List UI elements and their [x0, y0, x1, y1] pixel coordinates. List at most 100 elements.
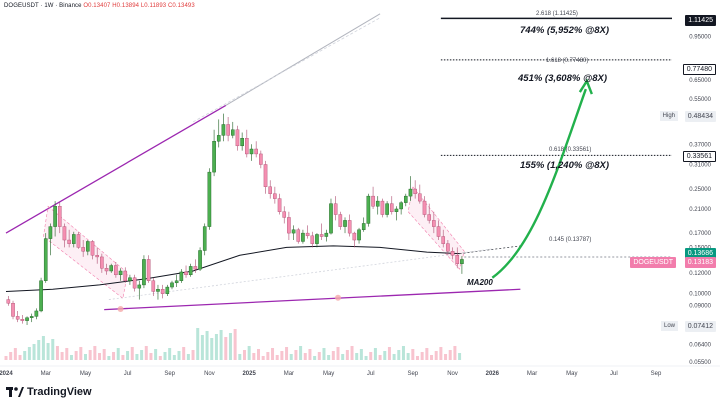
candle-body	[114, 265, 118, 276]
volume-bar	[116, 348, 120, 360]
volume-bar	[415, 356, 419, 360]
price-tag-0618: 0.33561	[682, 151, 716, 162]
candle-body	[128, 277, 132, 281]
candle-body	[282, 211, 287, 218]
volume-bar	[23, 351, 27, 360]
high-value-tag: 0.48434	[684, 111, 716, 122]
candle-body	[151, 280, 156, 292]
candle-body	[170, 282, 174, 288]
volume-bar	[9, 352, 13, 360]
candle-body	[324, 232, 329, 237]
volume-bar	[285, 347, 289, 360]
volume-bar	[102, 349, 106, 360]
volume-bar	[430, 355, 434, 360]
candle-body	[53, 206, 57, 227]
candle-body	[212, 141, 216, 173]
candle-body	[413, 188, 417, 194]
candle-body	[29, 316, 34, 318]
volume-bar	[200, 335, 204, 360]
volume-bar	[135, 354, 139, 360]
candle-body	[81, 247, 85, 252]
candle-body	[67, 239, 71, 244]
candle-body	[34, 310, 39, 317]
volume-bar	[378, 355, 382, 360]
volume-bar	[322, 348, 326, 360]
volume-bar	[247, 346, 251, 360]
volume-bar	[74, 351, 78, 360]
candle-body	[249, 148, 254, 155]
volume-bar	[331, 351, 335, 360]
fib-1618-label: 1.618 (0.77480)	[546, 58, 589, 64]
volume-bar	[359, 349, 363, 360]
volume-bar	[210, 338, 214, 360]
volume-bar	[458, 353, 462, 360]
candle-body	[230, 129, 235, 136]
volume-bar	[79, 347, 83, 360]
volume-bar	[266, 352, 270, 360]
candle-body	[100, 256, 104, 269]
x-tick-label: Mar	[41, 371, 51, 377]
candle-body	[104, 268, 109, 272]
candle-body	[450, 251, 455, 256]
fib-0145-label: 0.145 (0.13787)	[549, 237, 592, 243]
volume-bar	[401, 346, 405, 360]
candle-body	[273, 193, 277, 199]
candle-body	[118, 270, 123, 276]
y-tick-label: 0.55000	[689, 97, 711, 103]
y-tick-label: 0.09000	[689, 304, 711, 310]
candle-body	[287, 217, 291, 234]
y-tick-label: 0.95000	[689, 35, 711, 41]
candle-body	[455, 255, 460, 264]
median-trendline	[108, 248, 493, 300]
y-tick-label: 0.31000	[689, 162, 711, 168]
current-price-tag: 0.13183	[684, 257, 716, 268]
volume-bar	[224, 337, 228, 360]
volume-bar	[60, 352, 64, 360]
volume-bar	[69, 355, 73, 360]
candle-body	[268, 186, 272, 194]
candle-body	[446, 243, 450, 252]
x-tick-label: Sep	[407, 371, 418, 377]
ohlc-values: O0.13407 H0.13894 L0.11893 C0.13493	[83, 3, 195, 9]
candle-body	[95, 255, 99, 258]
support-touch-point	[117, 305, 124, 312]
x-tick-label: Nov	[447, 371, 458, 377]
candle-body	[226, 124, 230, 136]
candle-body	[57, 206, 62, 227]
volume-bar	[37, 340, 41, 360]
candle-body	[165, 286, 170, 294]
volume-bar	[83, 354, 87, 360]
candle-body	[319, 234, 324, 237]
y-tick-label: 0.05500	[689, 360, 711, 366]
candle-body	[62, 226, 67, 241]
candle-body	[15, 316, 20, 320]
candle-body	[188, 266, 193, 276]
volume-bar	[18, 355, 22, 360]
y-tick-label: 0.65000	[689, 78, 711, 84]
volume-bar	[121, 355, 125, 360]
volume-bar	[336, 347, 340, 360]
candle-body	[198, 250, 202, 270]
candle-body	[418, 193, 422, 202]
candle-body	[72, 234, 76, 244]
price-tag-0145: 0.13686	[684, 248, 716, 259]
candle-body	[404, 195, 408, 203]
candle-body	[90, 241, 95, 256]
candle-body	[366, 195, 371, 224]
candle-body	[235, 129, 240, 147]
y-tick-label: 0.25000	[689, 187, 711, 193]
x-tick-label: Sep	[164, 371, 175, 377]
volume-bar	[88, 350, 92, 360]
candle-body	[174, 280, 179, 284]
volume-bar	[397, 350, 401, 360]
volume-bar	[271, 348, 275, 360]
resistance-trendline	[5, 104, 227, 234]
candle-body	[427, 214, 431, 221]
candle-body	[221, 124, 226, 136]
candle-body	[240, 138, 244, 147]
volume-bar	[289, 354, 293, 360]
volume-bar	[154, 349, 158, 360]
candle-body	[310, 235, 315, 244]
volume-bar	[242, 350, 246, 360]
x-tick-label: Jul	[610, 371, 618, 377]
